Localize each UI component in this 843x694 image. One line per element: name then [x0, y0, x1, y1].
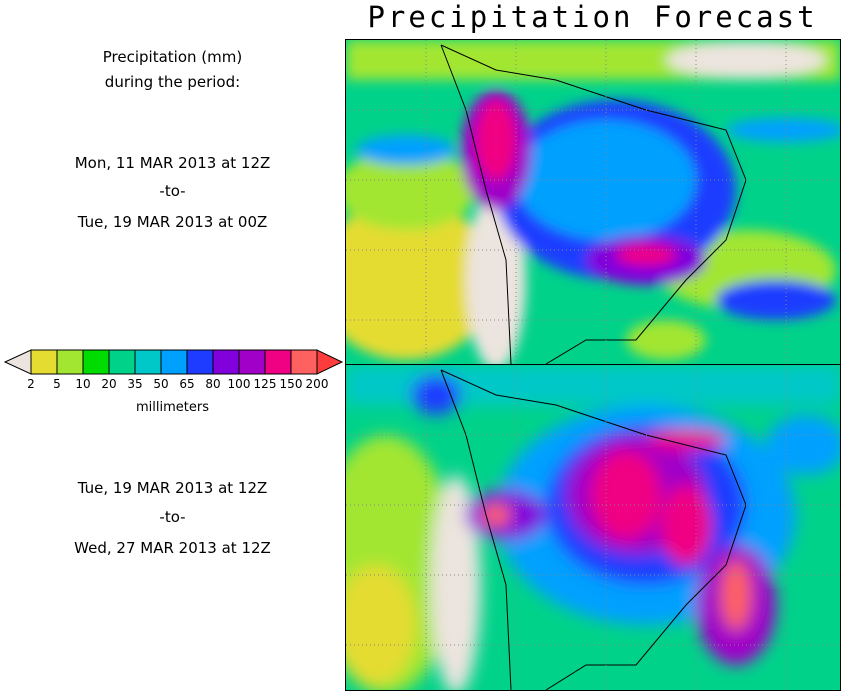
precip-map-2	[346, 365, 840, 690]
colorbar-segment	[82, 349, 110, 375]
precip-map-1	[346, 40, 840, 364]
period1-end: Tue, 19 MAR 2013 at 00Z	[77, 213, 268, 231]
colorbar-tick-label: 2	[27, 377, 35, 391]
colorbar-tick-label: 5	[53, 377, 61, 391]
colorbar-segment	[134, 349, 162, 375]
colorbar-tick-label: 100	[227, 377, 251, 391]
map-panel-period1	[345, 39, 841, 365]
colorbar-segment	[160, 349, 188, 375]
colorbar-tick-label: 50	[153, 377, 169, 391]
colorbar-tick-label: 125	[253, 377, 277, 391]
colorbar-over-arrow	[316, 349, 344, 375]
colorbar	[4, 349, 344, 375]
period1-start: Mon, 11 MAR 2013 at 12Z	[74, 154, 271, 172]
period1-separator: -to-	[159, 182, 186, 200]
period2-end: Wed, 27 MAR 2013 at 12Z	[74, 539, 271, 557]
legend-header-line2: during the period:	[104, 73, 241, 91]
colorbar-segment	[30, 349, 58, 375]
colorbar-unit-label: millimeters	[136, 400, 209, 415]
colorbar-tick-label: 65	[179, 377, 195, 391]
colorbar-segment	[290, 349, 318, 375]
colorbar-tick-label: 10	[75, 377, 91, 391]
colorbar-segment	[264, 349, 292, 375]
colorbar-segment	[108, 349, 136, 375]
colorbar-tick-label: 150	[279, 377, 303, 391]
colorbar-tick-label: 200	[305, 377, 329, 391]
colorbar-tick-label: 20	[101, 377, 117, 391]
figure-title: Precipitation Forecast	[367, 0, 818, 34]
colorbar-segment	[212, 349, 240, 375]
colorbar-tick-label: 80	[205, 377, 221, 391]
colorbar-tick-label: 35	[127, 377, 143, 391]
colorbar-segment	[186, 349, 214, 375]
period2-separator: -to-	[159, 508, 186, 526]
colorbar-segment	[56, 349, 84, 375]
period2-start: Tue, 19 MAR 2013 at 12Z	[77, 479, 268, 497]
map-panel-period2	[345, 364, 841, 691]
colorbar-under-arrow	[4, 349, 32, 375]
legend-header-line1: Precipitation (mm)	[102, 48, 243, 66]
colorbar-segment	[238, 349, 266, 375]
